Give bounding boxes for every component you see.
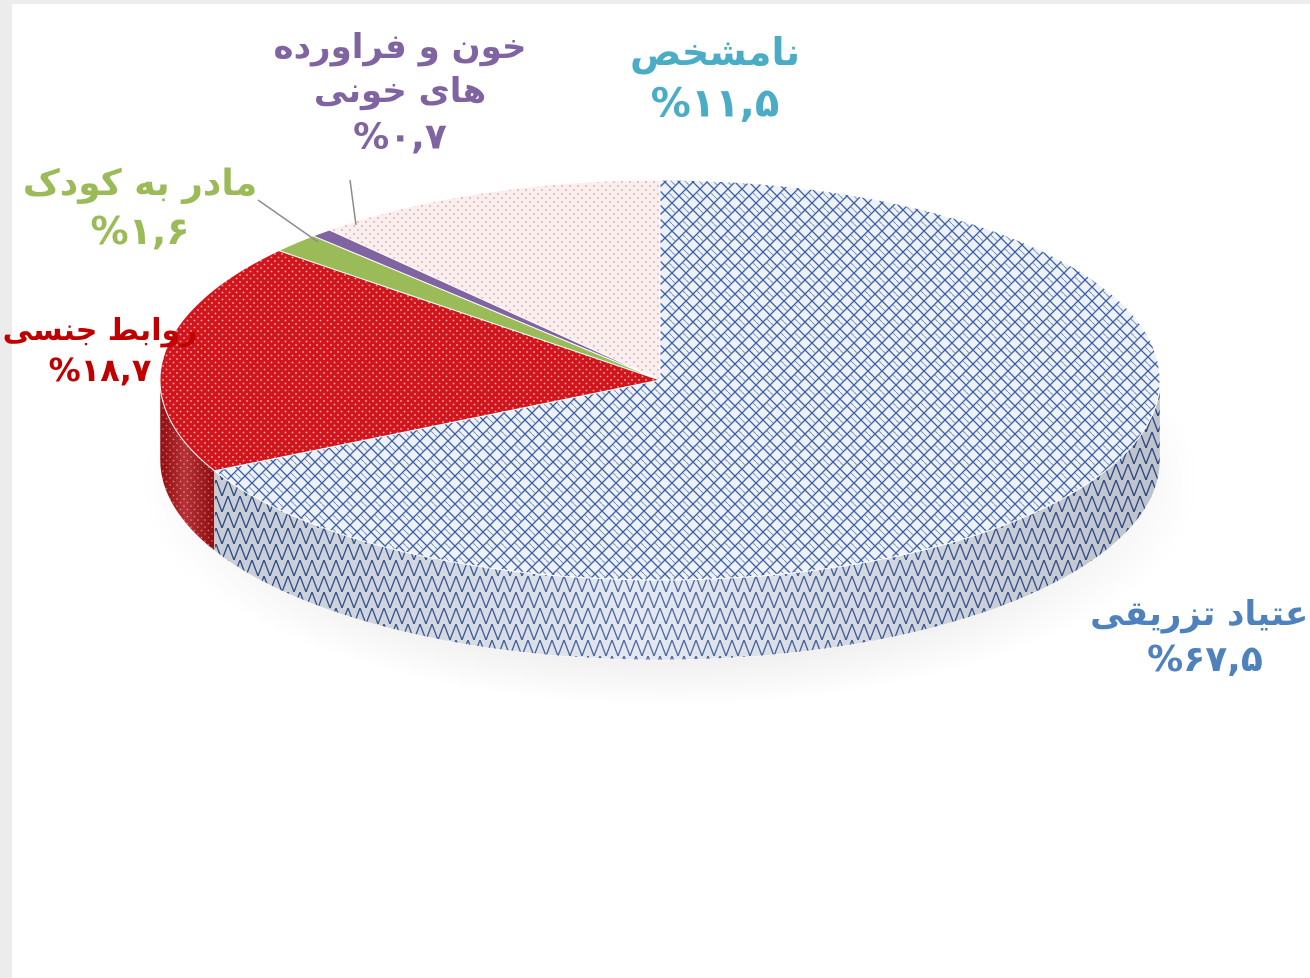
slice-1-side-shade — [160, 380, 215, 551]
slice-0-label: اعتیاد تزریقی — [1090, 594, 1310, 634]
slice-2-value-label: %۱,۶ — [91, 209, 190, 253]
slice-0-side-shade — [214, 380, 1161, 660]
slice-1-top — [159, 250, 662, 472]
slice-3-value-label: %۰,۷ — [353, 116, 447, 157]
slice-4-label: نامشخص — [630, 30, 800, 74]
slice-0-top — [213, 179, 1161, 581]
slice-3-label: خون و فراورده — [274, 27, 527, 67]
slice-0-value-label: %۶۷,۵ — [1147, 639, 1263, 680]
slice-1-value-label: %۱۸,۷ — [49, 351, 152, 389]
slice-2-leader-line — [257, 199, 319, 243]
slice-4-value-label: %۱۱,۵ — [651, 80, 780, 126]
slice-3-label: های خونی — [314, 71, 486, 111]
slice-4-top — [328, 179, 661, 381]
slice-2-label: مادر به کودک — [23, 163, 257, 204]
slice-3-leader-line — [349, 179, 357, 226]
slice-1-label: روابط جنسی — [3, 313, 198, 348]
